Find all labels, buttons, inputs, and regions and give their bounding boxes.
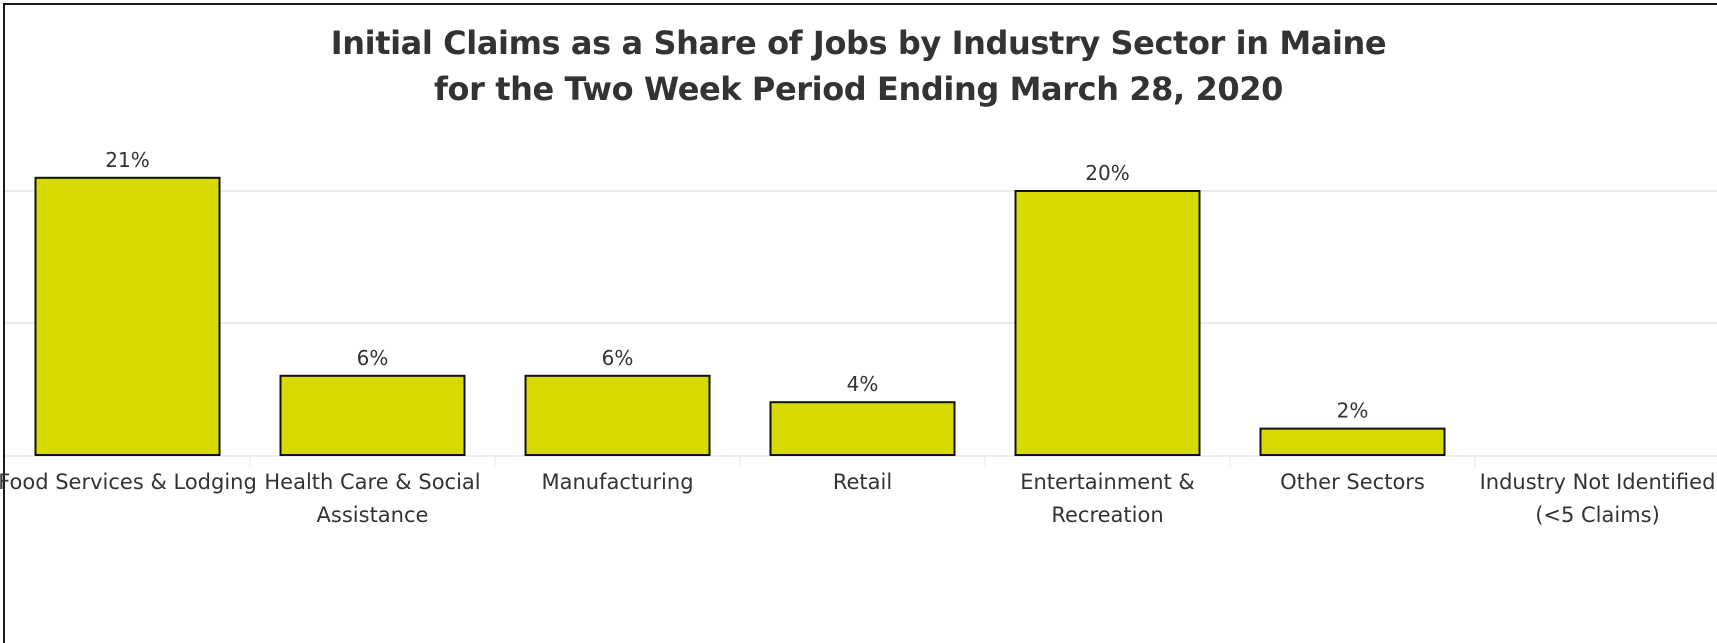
bar-value-label: 20% [1085,161,1129,185]
category-label: Recreation [1051,503,1163,527]
bar [769,401,956,457]
bar-value-label: 6% [357,346,389,370]
bar [1259,427,1446,457]
bar-value-label: 6% [602,346,634,370]
chart-title-line: Initial Claims as a Share of Jobs by Ind… [330,24,1387,62]
chart-title: Initial Claims as a Share of Jobs by Ind… [0,20,1717,112]
category-label: Other Sectors [1280,470,1425,494]
bar-value-label: 4% [847,372,879,396]
labels: 21% Food Services & Lodging 6% Health Care … [0,148,1715,527]
chart-frame [3,3,1717,643]
bar-value-label: 2% [1337,399,1369,423]
bar [524,374,711,456]
bar-chart: 21% Food Services & Lodging 6% Health Care … [0,148,1717,527]
category-label: Retail [833,470,892,494]
bar [279,374,466,456]
bar-value-label: 21% [105,148,149,172]
category-label: (<5 Claims) [1535,503,1660,527]
category-label: Food Services & Lodging [0,470,257,494]
category-label: Health Care & Social [264,470,480,494]
category-label: Assistance [317,503,429,527]
bar [34,176,221,457]
bars [34,176,1446,457]
chart-subtitle-line: for the Two Week Period Ending March 28,… [433,70,1284,108]
category-label: Industry Not Identified [1480,470,1716,494]
bar [1014,190,1201,456]
category-label: Manufacturing [541,470,693,494]
category-label: Entertainment & [1020,470,1195,494]
